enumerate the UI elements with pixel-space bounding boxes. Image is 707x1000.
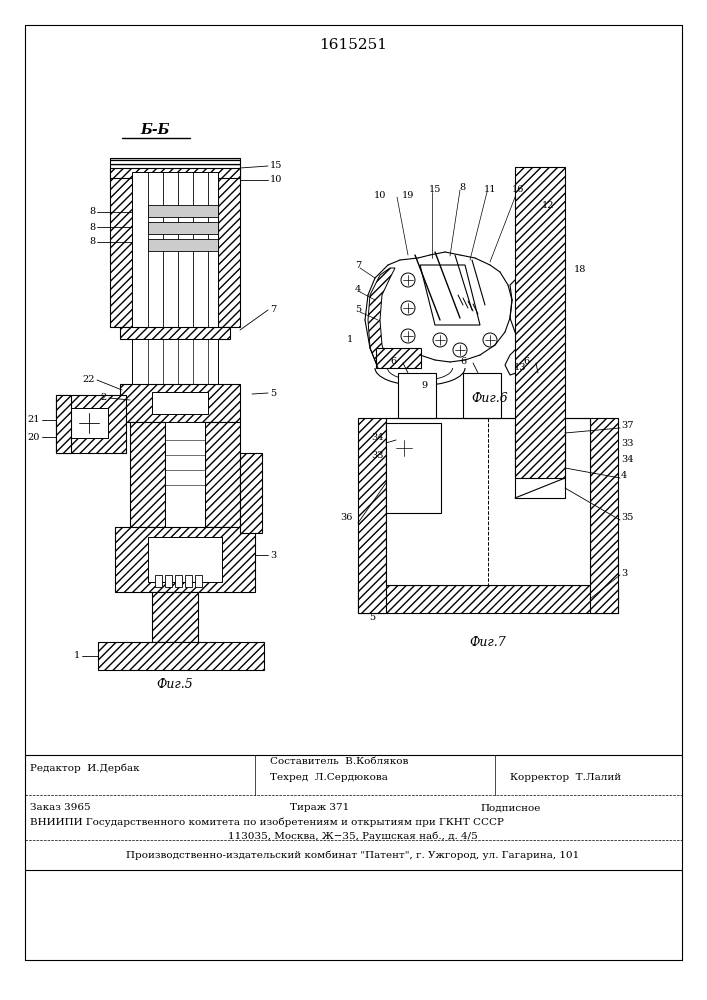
Bar bbox=[463, 373, 501, 418]
Text: Техред  Л.Сердюкова: Техред Л.Сердюкова bbox=[270, 774, 388, 782]
Text: Составитель  В.Кобляков: Составитель В.Кобляков bbox=[270, 758, 409, 766]
Text: 7: 7 bbox=[270, 306, 276, 314]
Text: 35: 35 bbox=[621, 514, 633, 522]
Text: Заказ 3965: Заказ 3965 bbox=[30, 804, 90, 812]
Text: 10: 10 bbox=[374, 190, 386, 200]
Bar bbox=[132, 172, 218, 327]
Bar bbox=[70, 408, 108, 438]
Text: 37: 37 bbox=[621, 422, 633, 430]
Text: 10: 10 bbox=[270, 176, 282, 184]
Bar bbox=[132, 339, 218, 384]
Text: 22: 22 bbox=[83, 375, 95, 384]
Bar bbox=[155, 575, 162, 587]
Text: ВНИИПИ Государственного комитета по изобретениям и открытиям при ГКНТ СССР: ВНИИПИ Государственного комитета по изоб… bbox=[30, 817, 504, 827]
Text: 4: 4 bbox=[355, 286, 361, 294]
Text: 18: 18 bbox=[574, 265, 586, 274]
Text: 5: 5 bbox=[369, 613, 375, 622]
Text: 36: 36 bbox=[341, 514, 353, 522]
Text: Редактор  И.Дербак: Редактор И.Дербак bbox=[30, 763, 139, 773]
Bar bbox=[165, 422, 205, 527]
Text: 33: 33 bbox=[371, 452, 384, 460]
Text: 1615251: 1615251 bbox=[319, 38, 387, 52]
Text: 12: 12 bbox=[542, 200, 554, 210]
Text: 20: 20 bbox=[28, 432, 40, 442]
Text: 34: 34 bbox=[371, 434, 384, 442]
Bar bbox=[358, 418, 386, 613]
Bar bbox=[185, 575, 192, 587]
Bar bbox=[148, 205, 218, 217]
Bar bbox=[110, 172, 132, 327]
Bar bbox=[130, 422, 165, 527]
Polygon shape bbox=[505, 270, 558, 375]
Text: 15: 15 bbox=[270, 161, 282, 170]
Bar bbox=[218, 172, 240, 327]
Bar bbox=[148, 239, 218, 251]
Text: 13: 13 bbox=[514, 363, 526, 372]
Bar bbox=[590, 418, 618, 613]
Text: Б-Б: Б-Б bbox=[140, 123, 170, 137]
Bar bbox=[120, 384, 240, 422]
Text: 1: 1 bbox=[347, 336, 353, 344]
Polygon shape bbox=[420, 265, 480, 325]
Text: Корректор  Т.Лалий: Корректор Т.Лалий bbox=[510, 774, 621, 782]
Text: 19: 19 bbox=[402, 190, 414, 200]
Text: 4: 4 bbox=[621, 472, 627, 481]
Text: 3: 3 bbox=[621, 568, 627, 578]
Bar bbox=[240, 453, 262, 533]
Bar bbox=[175, 575, 182, 587]
Bar bbox=[120, 327, 230, 339]
Bar bbox=[386, 418, 590, 585]
Text: 34: 34 bbox=[621, 456, 633, 464]
Bar bbox=[398, 373, 436, 418]
Bar bbox=[110, 158, 240, 172]
Text: 6: 6 bbox=[460, 357, 466, 365]
Bar bbox=[148, 222, 218, 234]
Text: 2: 2 bbox=[101, 393, 107, 402]
Text: 9: 9 bbox=[421, 380, 427, 389]
Text: Фиг.7: Фиг.7 bbox=[469, 637, 506, 650]
Bar bbox=[152, 392, 208, 414]
Bar bbox=[165, 575, 172, 587]
Text: 8: 8 bbox=[89, 208, 95, 217]
Text: Фиг.5: Фиг.5 bbox=[157, 678, 194, 692]
Text: 11: 11 bbox=[484, 186, 496, 194]
Circle shape bbox=[539, 437, 555, 453]
Text: Тираж 371: Тираж 371 bbox=[290, 804, 349, 812]
Bar bbox=[56, 395, 71, 453]
Bar bbox=[515, 423, 565, 498]
Bar bbox=[115, 527, 255, 592]
Bar bbox=[110, 168, 240, 178]
Bar bbox=[515, 167, 565, 478]
Text: 1: 1 bbox=[74, 652, 80, 660]
Text: 15: 15 bbox=[429, 186, 441, 194]
Bar bbox=[152, 592, 198, 642]
Circle shape bbox=[396, 440, 412, 456]
Text: Фиг.6: Фиг.6 bbox=[472, 391, 508, 404]
Bar bbox=[148, 537, 222, 582]
Text: 3: 3 bbox=[270, 550, 276, 560]
Text: 16: 16 bbox=[512, 186, 524, 194]
Bar bbox=[376, 348, 421, 368]
Text: 8: 8 bbox=[459, 184, 465, 192]
Bar bbox=[98, 642, 264, 670]
Bar bbox=[358, 585, 618, 613]
Text: 8: 8 bbox=[89, 223, 95, 232]
Text: 33: 33 bbox=[621, 438, 633, 448]
Polygon shape bbox=[368, 268, 395, 368]
Text: Производственно-издательский комбинат "Патент", г. Ужгород, ул. Гагарина, 101: Производственно-издательский комбинат "П… bbox=[127, 850, 580, 860]
Text: 6: 6 bbox=[523, 357, 529, 365]
Text: 5: 5 bbox=[270, 388, 276, 397]
Bar bbox=[523, 373, 561, 418]
Text: 8: 8 bbox=[89, 237, 95, 246]
Bar bbox=[205, 422, 240, 527]
Text: 5: 5 bbox=[355, 306, 361, 314]
Text: 113035, Москва, Ж−35, Раушская наб., д. 4/5: 113035, Москва, Ж−35, Раушская наб., д. … bbox=[228, 831, 478, 841]
Text: 7: 7 bbox=[355, 260, 361, 269]
Bar bbox=[56, 395, 126, 453]
Bar bbox=[195, 575, 202, 587]
Text: Подписное: Подписное bbox=[480, 804, 540, 812]
Text: 6: 6 bbox=[390, 357, 396, 365]
Text: 21: 21 bbox=[28, 416, 40, 424]
Bar bbox=[386, 423, 441, 513]
